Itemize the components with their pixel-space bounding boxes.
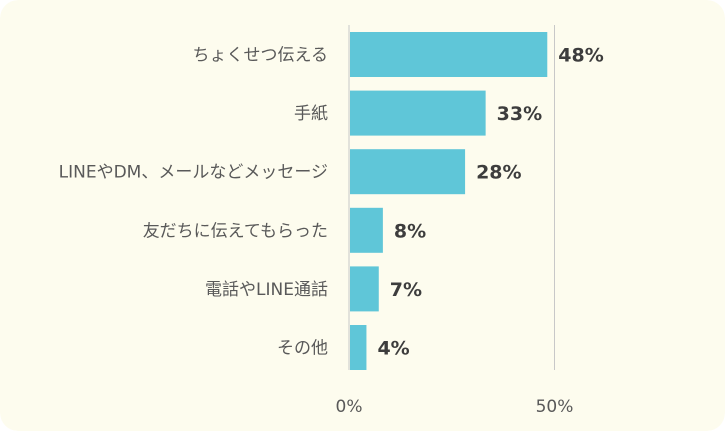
category-label: 友だちに伝えてもらった [143, 221, 328, 241]
category-label: ちょくせつ伝える [193, 46, 329, 66]
x-tick-label: 50% [536, 397, 574, 417]
bar [350, 207, 383, 253]
bar [350, 149, 466, 195]
category-label: LINEやDM、メールなどメッセージ [59, 163, 328, 183]
value-label: 7% [390, 279, 422, 301]
value-label: 4% [377, 338, 409, 360]
bar [350, 266, 379, 312]
x-tick-label: 0% [336, 397, 363, 417]
bar [350, 32, 548, 77]
value-label: 28% [476, 162, 521, 184]
bars [350, 32, 548, 370]
category-label: 手紙 [294, 104, 328, 124]
bar [350, 90, 486, 136]
value-label: 8% [394, 220, 426, 242]
value-labels: 48% 33% 28% 8% 7% 4% [377, 45, 603, 360]
value-label: 48% [558, 45, 603, 67]
value-label: 33% [497, 103, 542, 125]
category-label: 電話やLINE通話 [205, 280, 328, 300]
x-tick-labels: 0% 50% [336, 397, 574, 417]
bar [350, 325, 367, 370]
category-label: その他 [277, 339, 328, 359]
gridlines [348, 25, 555, 370]
